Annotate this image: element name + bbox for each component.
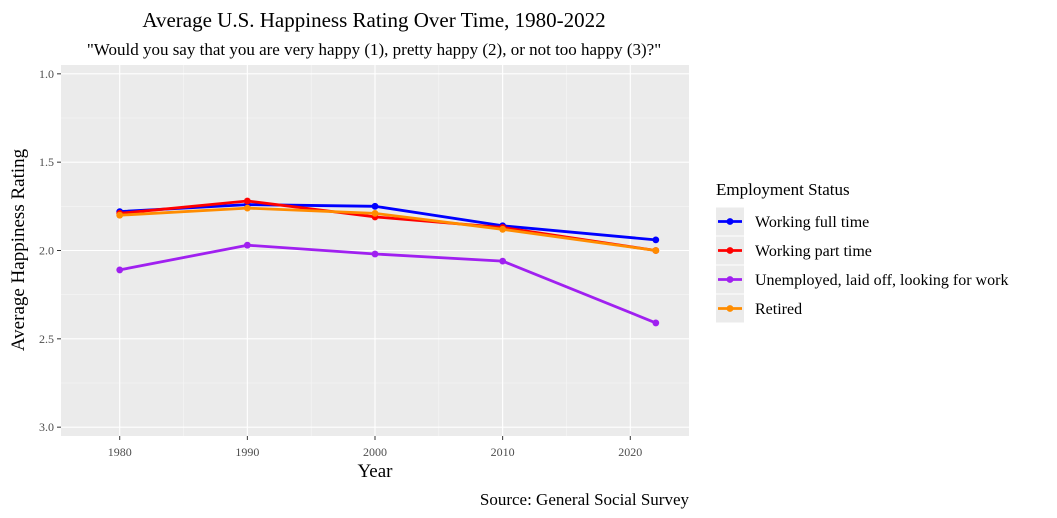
legend-label-unemployed-laid-off-looking-for-work: Unemployed, laid off, looking for work (755, 272, 1008, 289)
data-point-retired (499, 225, 507, 233)
x-tick-label: 1980 (108, 445, 132, 459)
data-point-working-full-time (371, 202, 379, 210)
x-axis-title: Year (357, 461, 393, 482)
data-point-retired (243, 204, 251, 212)
y-tick-label: 1.5 (39, 155, 54, 169)
data-point-unemployed-laid-off-looking-for-work (652, 319, 660, 327)
y-tick-label: 2.5 (39, 332, 54, 346)
x-tick-label: 2020 (618, 445, 642, 459)
y-axis-title: Average Happiness Rating (8, 148, 29, 351)
legend-title: Employment Status (716, 180, 850, 199)
y-axis: 1.0 1.5 2.0 2.5 3.0 (39, 67, 61, 434)
legend-label-working-part-time: Working part time (755, 243, 872, 260)
data-point-unemployed-laid-off-looking-for-work (243, 241, 251, 249)
data-point-working-full-time (652, 236, 660, 244)
legend-label-working-full-time: Working full time (755, 214, 869, 231)
legend: Working full time Working part time Unempl… (716, 207, 1008, 323)
major-gridlines (61, 65, 689, 436)
data-point-working-part-time (243, 197, 251, 205)
x-tick-label: 1990 (235, 445, 259, 459)
data-point-unemployed-laid-off-looking-for-work (116, 266, 124, 274)
chart-title: Average U.S. Happiness Rating Over Time,… (142, 8, 605, 32)
x-tick-label: 2010 (491, 445, 515, 459)
y-tick-label: 1.0 (39, 67, 54, 81)
series-layer (116, 197, 660, 327)
data-point-unemployed-laid-off-looking-for-work (499, 257, 507, 265)
chart-caption: Source: General Social Survey (480, 490, 690, 509)
data-point-retired (116, 211, 124, 219)
data-point-unemployed-laid-off-looking-for-work (371, 250, 379, 258)
x-axis: 1980 1990 2000 2010 2020 (108, 436, 642, 459)
data-point-retired (652, 247, 660, 254)
legend-key-point-working-full-time (726, 218, 734, 225)
chart-subtitle: "Would you say that you are very happy (… (87, 40, 661, 59)
legend-key-point-unemployed-laid-off-looking-for-work (726, 276, 734, 283)
x-tick-label: 2000 (363, 445, 387, 459)
y-tick-label: 2.0 (39, 244, 54, 258)
legend-label-retired: Retired (755, 301, 802, 318)
data-point-retired (371, 210, 379, 217)
y-tick-label: 3.0 (39, 420, 54, 434)
legend-key-point-working-part-time (726, 247, 734, 254)
legend-key-point-retired (726, 305, 734, 312)
